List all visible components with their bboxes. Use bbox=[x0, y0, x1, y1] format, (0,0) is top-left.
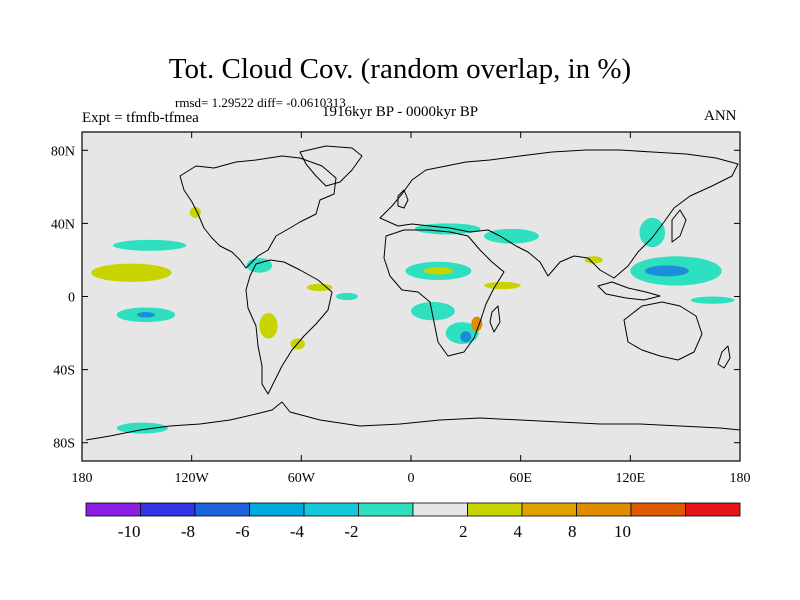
colorbar-label: 8 bbox=[568, 522, 577, 541]
coast-australia bbox=[623, 301, 703, 361]
colorbar-label: -6 bbox=[235, 522, 249, 541]
x-tick-label: 60W bbox=[288, 471, 316, 486]
anomaly-patch bbox=[411, 301, 455, 321]
anomaly-patch bbox=[644, 265, 689, 277]
x-tick-label: 0 bbox=[408, 471, 415, 486]
anomaly-patch bbox=[484, 228, 539, 244]
period-label: 1916kyr BP - 0000kyr BP bbox=[322, 104, 479, 120]
coastline-layer bbox=[85, 145, 741, 441]
experiment-label: Expt = tfmfb-tfmea bbox=[82, 110, 199, 126]
anomaly-patch bbox=[91, 263, 172, 282]
anomaly-patch bbox=[259, 312, 278, 339]
colorbar-swatch bbox=[358, 502, 414, 517]
colorbar-swatch bbox=[85, 502, 141, 517]
coast-indonesia bbox=[597, 281, 661, 301]
x-tick-label: 120E bbox=[616, 471, 646, 486]
coast-south-america bbox=[245, 259, 333, 395]
colorbar-label: -8 bbox=[181, 522, 195, 541]
colorbar-swatch bbox=[467, 502, 523, 517]
coast-eurasia bbox=[379, 149, 739, 279]
stats-label: rmsd= 1.29522 diff= -0.0610313 bbox=[175, 95, 346, 110]
anomaly-patch bbox=[423, 267, 454, 275]
colorbar-swatch bbox=[412, 502, 468, 517]
colorbar-label: -2 bbox=[344, 522, 358, 541]
anomaly-patch bbox=[460, 331, 472, 343]
colorbar-label: 4 bbox=[514, 522, 523, 541]
y-tick-label: 80N bbox=[51, 144, 75, 159]
anomaly-patch bbox=[639, 217, 666, 248]
colorbar-swatch bbox=[303, 502, 359, 517]
colorbar-swatch bbox=[249, 502, 305, 517]
coast-madagascar bbox=[489, 305, 501, 333]
anomaly-patch bbox=[136, 312, 156, 318]
colorbar-swatch bbox=[194, 502, 250, 517]
colorbar-swatch bbox=[140, 502, 196, 517]
x-tick-label: 180 bbox=[72, 471, 93, 486]
coast-antarctica bbox=[85, 401, 741, 441]
season-label: ANN bbox=[704, 108, 737, 124]
coast-africa bbox=[383, 229, 505, 357]
coast-new-zealand bbox=[717, 345, 731, 369]
anomaly-layer bbox=[91, 206, 735, 434]
plot-title: Tot. Cloud Cov. (random overlap, in %) bbox=[168, 53, 632, 85]
anomaly-patch bbox=[113, 239, 187, 251]
map-background bbox=[82, 132, 740, 461]
map-panel: 180 120W 60W 0 60E 120E 180 80N 40N 0 40S 80S bbox=[51, 131, 751, 486]
anomaly-patch bbox=[484, 281, 521, 290]
coast-greenland bbox=[299, 145, 363, 187]
x-tick-label: 120W bbox=[175, 471, 210, 486]
anomaly-patch bbox=[690, 296, 735, 304]
anomaly-patch bbox=[306, 283, 333, 292]
y-tick-label: 80S bbox=[53, 437, 75, 452]
coast-japan bbox=[671, 209, 687, 243]
colorbar-swatch bbox=[576, 502, 632, 517]
colorbar-label: 2 bbox=[459, 522, 468, 541]
y-tick-label: 40N bbox=[51, 217, 75, 232]
x-tick-label: 60E bbox=[509, 471, 532, 486]
colorbar-swatch bbox=[685, 502, 741, 517]
anomaly-patch bbox=[116, 422, 168, 434]
colorbar-label: -10 bbox=[118, 522, 141, 541]
colorbar-label: 10 bbox=[614, 522, 631, 541]
colorbar-swatch bbox=[521, 502, 577, 517]
colorbar-label: -4 bbox=[290, 522, 305, 541]
y-tick-label: 0 bbox=[68, 291, 75, 306]
x-tick-label: 180 bbox=[730, 471, 751, 486]
colorbar-swatch bbox=[630, 502, 686, 517]
colorbar: -10 -8 -6 -4 -2 2 4 8 10 bbox=[85, 502, 741, 541]
anomaly-patch bbox=[584, 256, 603, 264]
y-tick-label: 40S bbox=[53, 364, 75, 379]
y-axis: 80N 40N 0 40S 80S bbox=[51, 144, 740, 452]
x-axis: 180 120W 60W 0 60E 120E 180 bbox=[72, 132, 751, 486]
anomaly-patch bbox=[336, 292, 358, 301]
coast-north-america bbox=[179, 155, 337, 269]
coast-british-isles bbox=[397, 189, 409, 209]
anomaly-patch bbox=[471, 316, 483, 332]
